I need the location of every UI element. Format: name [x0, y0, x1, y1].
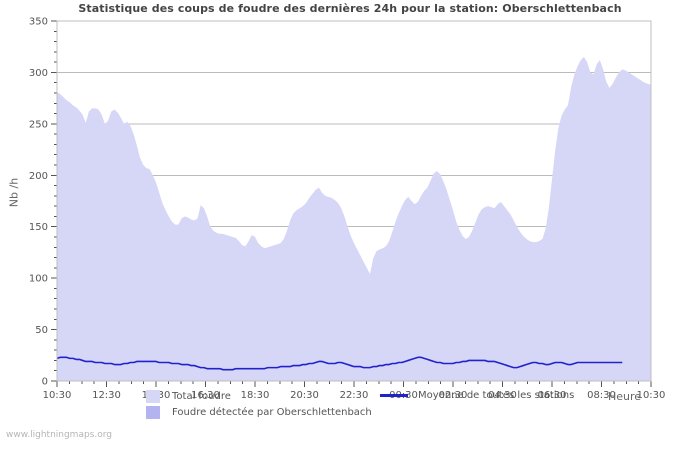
legend-line-icon [380, 394, 408, 397]
chart-title: Statistique des coups de foudre des dern… [78, 2, 622, 15]
svg-text:12:30: 12:30 [92, 390, 121, 401]
x-axis-label: Heure [608, 390, 642, 403]
svg-text:10:30: 10:30 [637, 390, 666, 401]
svg-text:16:30: 16:30 [191, 390, 220, 401]
svg-text:0: 0 [42, 377, 48, 388]
svg-text:50: 50 [35, 325, 48, 336]
legend-item-moyenne: Moyenne de toutes les stations [380, 390, 574, 401]
svg-text:08:30: 08:30 [587, 390, 616, 401]
watermark: www.lightningmaps.org [6, 430, 112, 440]
svg-text:02:30: 02:30 [439, 390, 468, 401]
legend-swatch-icon [146, 390, 160, 403]
svg-text:250: 250 [29, 119, 48, 130]
legend-item-station-foudre: Foudre détectée par Oberschlettenbach [146, 406, 372, 419]
y-axis-label: Nb /h [7, 177, 21, 208]
svg-text:20:30: 20:30 [290, 390, 319, 401]
svg-text:04:30: 04:30 [488, 390, 517, 401]
svg-text:200: 200 [29, 171, 48, 182]
chart-legend: Total foudre Foudre détectée par Obersch… [0, 390, 700, 424]
svg-text:150: 150 [29, 222, 48, 233]
legend-label: Moyenne de toutes les stations [418, 390, 575, 401]
legend-swatch-icon [146, 406, 160, 419]
svg-text:22:30: 22:30 [340, 390, 369, 401]
legend-item-total-foudre: Total foudre [146, 390, 231, 403]
svg-text:10:30: 10:30 [43, 390, 72, 401]
svg-text:18:30: 18:30 [241, 390, 270, 401]
legend-label: Total foudre [172, 391, 231, 402]
legend-label: Foudre détectée par Oberschlettenbach [172, 407, 372, 418]
svg-text:300: 300 [29, 68, 48, 79]
svg-text:100: 100 [29, 274, 48, 285]
svg-text:06:30: 06:30 [538, 390, 567, 401]
svg-text:350: 350 [29, 17, 48, 28]
